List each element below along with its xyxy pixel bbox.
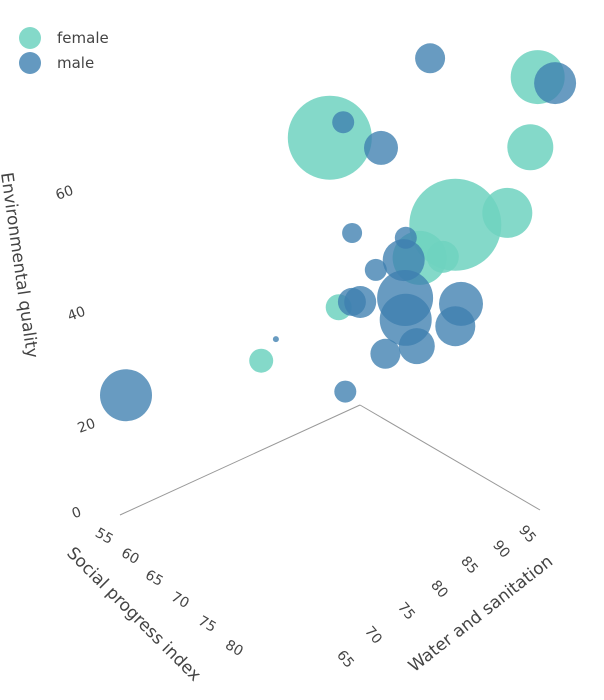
data-point-female[interactable] <box>507 124 554 171</box>
data-point-female[interactable] <box>249 348 274 373</box>
data-point-male[interactable] <box>342 223 363 243</box>
legend: female male <box>19 27 109 74</box>
y-axis-tick-label: 65 <box>333 647 357 671</box>
z-axis-tick-label: 40 <box>66 304 88 325</box>
y-axis-tick-label: 75 <box>394 599 418 623</box>
z-axis-tick-label: 60 <box>54 183 76 204</box>
data-point-male[interactable] <box>370 338 401 369</box>
x-axis-tick-label: 65 <box>142 567 165 590</box>
y-axis-tick-label: 95 <box>515 522 539 546</box>
y-axis-tick-label: 90 <box>489 537 513 561</box>
data-point-male[interactable] <box>364 130 398 165</box>
legend-item-female[interactable]: female <box>19 27 109 49</box>
axes-frame <box>119 404 541 516</box>
data-point-male[interactable] <box>398 328 435 365</box>
x-axis-tick-label: 70 <box>168 589 191 612</box>
x-axis-tick-label: 75 <box>195 613 218 636</box>
series-male <box>100 43 577 422</box>
data-point-male[interactable] <box>364 258 387 281</box>
legend-label-male: male <box>57 54 94 72</box>
data-point-female[interactable] <box>287 95 372 180</box>
data-point-male[interactable] <box>272 336 279 343</box>
x-axis-tick-label: 55 <box>92 525 115 548</box>
data-point-male[interactable] <box>100 369 152 422</box>
floor-edge-water <box>359 404 541 511</box>
x-axis-tick-label: 80 <box>222 637 245 660</box>
data-point-male[interactable] <box>332 111 355 134</box>
data-point-female[interactable] <box>426 240 459 273</box>
legend-label-female: female <box>57 29 109 47</box>
z-axis-tick-label: 20 <box>76 416 98 437</box>
x-axis-tick-label: 60 <box>118 545 141 568</box>
data-point-male[interactable] <box>534 62 577 105</box>
y-axis-tick-label: 85 <box>457 553 481 577</box>
floor-edge-social <box>119 404 361 516</box>
data-point-male[interactable] <box>435 306 476 347</box>
legend-item-male[interactable]: male <box>19 52 94 74</box>
legend-marker-male <box>19 52 41 74</box>
y-axis-title: Water and sanitation <box>405 552 557 677</box>
data-point-male[interactable] <box>415 43 446 74</box>
legend-marker-female <box>19 27 41 49</box>
data-point-male[interactable] <box>337 287 366 316</box>
data-point-male[interactable] <box>334 380 357 403</box>
z-axis-tick-label: 0 <box>70 504 84 522</box>
y-axis-tick-label: 70 <box>361 623 385 647</box>
data-point-male[interactable] <box>382 239 425 282</box>
z-axis-title: Environmental quality <box>0 171 42 359</box>
y-axis-tick-label: 80 <box>427 577 451 601</box>
